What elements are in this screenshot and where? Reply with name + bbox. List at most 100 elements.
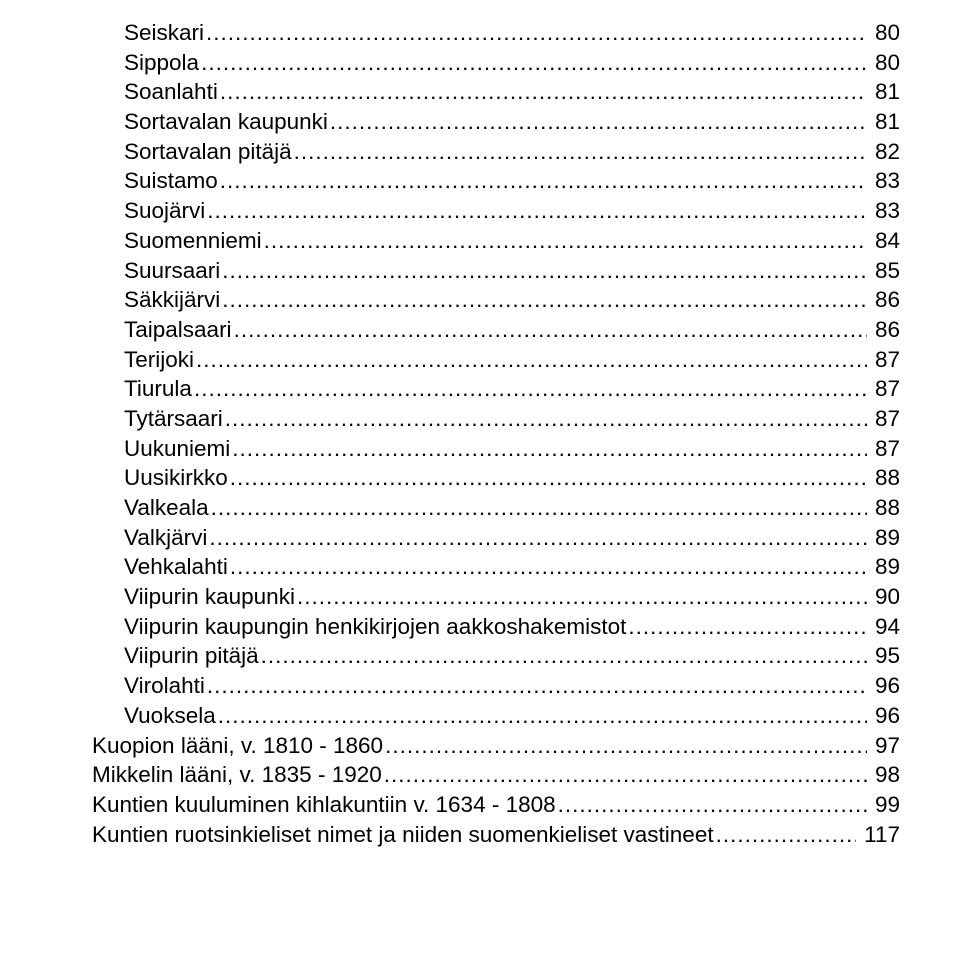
toc-entry-label: Valkeala — [124, 493, 209, 523]
toc-entry: Terijoki87 — [60, 345, 900, 375]
toc-leader — [261, 641, 867, 671]
toc-entry: Sortavalan kaupunki 81 — [60, 107, 900, 137]
toc-entry-label: Kuopion lääni, v. 1810 - 1860 — [92, 731, 383, 761]
toc-entry-page: 87 — [869, 434, 900, 464]
toc-entry-page: 84 — [869, 226, 900, 256]
toc-entry-label: Viipurin kaupungin henkikirjojen aakkosh… — [124, 612, 626, 642]
toc-entry: Viipurin kaupunki 90 — [60, 582, 900, 612]
toc-entry-page: 81 — [869, 77, 900, 107]
toc-entry: Seiskari80 — [60, 18, 900, 48]
toc-leader — [264, 226, 867, 256]
toc-entry: Taipalsaari 86 — [60, 315, 900, 345]
toc-leader — [220, 77, 867, 107]
toc-entry-label: Mikkelin lääni, v. 1835 - 1920 — [92, 760, 382, 790]
toc-leader — [297, 582, 867, 612]
toc-leader — [384, 760, 867, 790]
toc-entry-page: 117 — [858, 820, 900, 850]
toc-entry-page: 97 — [869, 731, 900, 761]
toc-leader — [196, 345, 867, 375]
toc-entry: Kuntien kuuluminen kihlakuntiin v. 1634 … — [60, 790, 900, 820]
toc-leader — [628, 612, 867, 642]
toc-entry-page: 81 — [869, 107, 900, 137]
toc-entry: Säkkijärvi 86 — [60, 285, 900, 315]
toc-entry-page: 86 — [869, 315, 900, 345]
toc-entry-label: Säkkijärvi — [124, 285, 220, 315]
toc-leader — [232, 434, 867, 464]
toc-entry-label: Sippola — [124, 48, 199, 78]
toc-entry-label: Vuoksela — [124, 701, 216, 731]
toc-entry-label: Sortavalan pitäjä — [124, 137, 292, 167]
toc-entry: Kuntien ruotsinkieliset nimet ja niiden … — [60, 820, 900, 850]
toc-leader — [716, 820, 857, 850]
toc-entry-label: Kuntien kuuluminen kihlakuntiin v. 1634 … — [92, 790, 556, 820]
toc-entry-label: Uusikirkko — [124, 463, 228, 493]
toc-entry: Suomenniemi 84 — [60, 226, 900, 256]
toc-entry-page: 87 — [869, 374, 900, 404]
toc-entry-page: 94 — [869, 612, 900, 642]
toc-leader — [385, 731, 867, 761]
toc-entry-page: 83 — [869, 196, 900, 226]
toc-entry-label: Viipurin kaupunki — [124, 582, 295, 612]
toc-leader — [230, 552, 867, 582]
toc-entry: Uukuniemi 87 — [60, 434, 900, 464]
toc-leader — [194, 374, 867, 404]
toc-page: Seiskari80Sippola80Soanlahti81Sortavalan… — [0, 0, 960, 869]
toc-entry: Soanlahti81 — [60, 77, 900, 107]
toc-entry: Virolahti 96 — [60, 671, 900, 701]
toc-entry-page: 83 — [869, 166, 900, 196]
toc-entry-label: Viipurin pitäjä — [124, 641, 259, 671]
toc-leader — [230, 463, 867, 493]
toc-leader — [211, 493, 867, 523]
toc-leader — [222, 256, 867, 286]
toc-entry-page: 89 — [869, 552, 900, 582]
toc-entry: Suistamo 83 — [60, 166, 900, 196]
toc-entry-label: Vehkalahti — [124, 552, 228, 582]
toc-entry-page: 98 — [869, 760, 900, 790]
toc-entry-page: 99 — [869, 790, 900, 820]
toc-entry: Valkjärvi 89 — [60, 523, 900, 553]
toc-entry: Vuoksela96 — [60, 701, 900, 731]
toc-entry-page: 95 — [869, 641, 900, 671]
toc-leader — [558, 790, 867, 820]
toc-entry-page: 88 — [869, 493, 900, 523]
toc-entry-label: Suistamo — [124, 166, 218, 196]
toc-entry: Suursaari 85 — [60, 256, 900, 286]
toc-entry: Sortavalan pitäjä 82 — [60, 137, 900, 167]
toc-entry-page: 88 — [869, 463, 900, 493]
toc-leader — [206, 18, 867, 48]
toc-entry-page: 90 — [869, 582, 900, 612]
toc-entry-label: Tytärsaari — [124, 404, 223, 434]
toc-entry-page: 85 — [869, 256, 900, 286]
toc-entry-label: Suomenniemi — [124, 226, 262, 256]
toc-entry-page: 80 — [869, 48, 900, 78]
toc-entry-label: Kuntien ruotsinkieliset nimet ja niiden … — [92, 820, 714, 850]
toc-entry-label: Virolahti — [124, 671, 205, 701]
toc-entry: Kuopion lääni, v. 1810 - 1860 97 — [60, 731, 900, 761]
toc-entry: Mikkelin lääni, v. 1835 - 1920 98 — [60, 760, 900, 790]
toc-entry-label: Taipalsaari — [124, 315, 232, 345]
toc-entry-label: Tiurula — [124, 374, 192, 404]
toc-entry: Tytärsaari87 — [60, 404, 900, 434]
toc-leader — [201, 48, 867, 78]
toc-entry: Sippola 80 — [60, 48, 900, 78]
toc-entry-page: 82 — [869, 137, 900, 167]
toc-entry-label: Sortavalan kaupunki — [124, 107, 328, 137]
toc-leader — [218, 701, 867, 731]
toc-entry-label: Suursaari — [124, 256, 220, 286]
toc-leader — [207, 196, 867, 226]
toc-entry-label: Suojärvi — [124, 196, 205, 226]
toc-entry: Suojärvi 83 — [60, 196, 900, 226]
toc-entry: Valkeala 88 — [60, 493, 900, 523]
toc-leader — [234, 315, 867, 345]
toc-entry-label: Valkjärvi — [124, 523, 207, 553]
toc-entry: Vehkalahti 89 — [60, 552, 900, 582]
toc-entry-label: Uukuniemi — [124, 434, 230, 464]
toc-leader — [220, 166, 867, 196]
toc-entry-page: 89 — [869, 523, 900, 553]
toc-entry: Uusikirkko 88 — [60, 463, 900, 493]
toc-leader — [294, 137, 867, 167]
toc-entry-page: 86 — [869, 285, 900, 315]
toc-entry-label: Terijoki — [124, 345, 194, 375]
toc-leader — [222, 285, 867, 315]
toc-entry-page: 96 — [869, 671, 900, 701]
